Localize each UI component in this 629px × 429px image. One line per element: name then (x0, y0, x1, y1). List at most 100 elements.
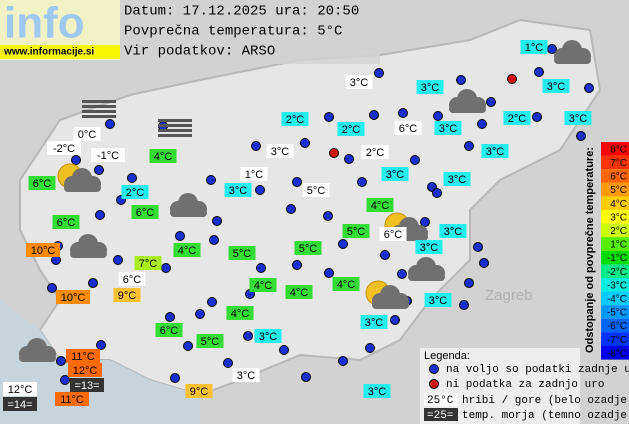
station-dot (532, 112, 542, 122)
station-dot (88, 278, 98, 288)
scale-label: -1°C (607, 253, 627, 264)
legend-text: na voljo so podatki zadnje ure (446, 364, 629, 376)
temp-label: =14= (7, 399, 32, 411)
scale-label: 8°C (610, 144, 627, 155)
station-dot (464, 278, 474, 288)
station-dot-missing (507, 74, 517, 84)
temp-label: 4°C (371, 200, 390, 212)
temp-label: 5°C (347, 226, 366, 238)
temp-label-bg (520, 40, 548, 54)
temp-label-bg (379, 227, 407, 241)
temp-label-bg (196, 334, 224, 348)
station-dot (486, 97, 496, 107)
temp-label: 6°C (57, 217, 76, 229)
cloud-part (554, 56, 591, 64)
temp-label: 3°C (448, 174, 467, 186)
fog-icon (158, 134, 192, 137)
temp-label: 3°C (386, 169, 405, 181)
temp-label: 3°C (271, 146, 290, 158)
temp-label-bg (424, 293, 452, 307)
temp-label-bg (342, 224, 370, 238)
temp-label: 4°C (254, 280, 273, 292)
station-dot (456, 75, 466, 85)
fog-icon (82, 100, 116, 103)
cloud-icon (70, 234, 107, 258)
station-dot (47, 283, 57, 293)
temp-label: 10°C (31, 245, 56, 257)
temp-label: 3°C (439, 123, 458, 135)
station-dot (175, 231, 185, 241)
temp-label-bg (52, 215, 80, 229)
scale-cell (601, 155, 629, 170)
temp-label-bg (439, 224, 467, 238)
temp-label-bg (149, 149, 177, 163)
station-dot (338, 356, 348, 366)
station-dot (584, 83, 594, 93)
temp-label: 2°C (286, 114, 305, 126)
temp-label: 3°C (421, 82, 440, 94)
legend-text: temp. morja (temno ozadje) (462, 410, 629, 422)
scale-label: 7°C (610, 158, 627, 169)
temp-label: -2°C (53, 143, 75, 155)
scale-cell (601, 169, 629, 183)
temp-label: 4°C (178, 245, 197, 257)
temp-label-bg (155, 323, 183, 337)
station-dot (338, 239, 348, 249)
temp-label: 12°C (73, 365, 98, 377)
date-line: Datum: 17.12.2025 ura: 20:50 (124, 4, 359, 20)
temp-label-bg (131, 205, 159, 219)
legend-sample (424, 393, 458, 406)
station-dot (390, 315, 400, 325)
temp-label: -1°C (97, 150, 119, 162)
temp-label: 5°C (201, 336, 220, 348)
station-dot (365, 343, 375, 353)
temp-label: 12°C (8, 384, 33, 396)
cloud-icon (372, 285, 409, 309)
source-line: Vir podatkov: ARSO (124, 44, 275, 60)
station-dot (324, 268, 334, 278)
scale-label: 5°C (610, 185, 627, 196)
scale-label: -4°C (607, 294, 627, 305)
station-dot (300, 138, 310, 148)
temp-label: 11°C (71, 351, 95, 363)
temp-label: 4°C (154, 151, 173, 163)
cloud-part (19, 354, 56, 362)
scale-cell (601, 318, 629, 333)
scale-cell (601, 264, 629, 278)
scale-label: 1°C (610, 240, 627, 251)
temp-label: 6°C (123, 274, 142, 286)
temp-label-bg (118, 272, 146, 286)
station-dot (410, 155, 420, 165)
temp-label-bg (3, 397, 37, 411)
temp-label: 2°C (508, 113, 527, 125)
station-dot (256, 263, 266, 273)
temp-label: 0°C (78, 129, 97, 141)
temp-label-bg (285, 285, 313, 299)
temp-label: 3°C (368, 386, 387, 398)
temp-label-bg (294, 241, 322, 255)
cloud-icon (170, 193, 207, 217)
scale-label: 6°C (610, 172, 627, 183)
temp-label-bg (254, 329, 282, 343)
header-bg (120, 0, 380, 64)
temp-label: 11°C (60, 394, 84, 406)
station-dot (473, 242, 483, 252)
temp-label-bg (232, 368, 260, 382)
station-dot (576, 131, 586, 141)
temp-label: 4°C (337, 279, 356, 291)
temp-label-bg (224, 183, 252, 197)
temp-label: 9°C (118, 290, 137, 302)
scale-label: -5°C (607, 308, 627, 319)
temp-label: 9°C (190, 386, 209, 398)
temp-label-bg (185, 384, 213, 398)
avg-line: Povprečna temperatura: 5°C (124, 24, 342, 40)
temp-label-bg (113, 288, 141, 302)
temp-label-bg (503, 111, 531, 125)
cloud-icon (554, 40, 591, 64)
station-dot (60, 375, 70, 385)
temp-label: 3°C (429, 295, 448, 307)
station-dot (398, 108, 408, 118)
temp-label-bg (332, 277, 360, 291)
temp-label: =13= (74, 380, 99, 392)
scale-cell (601, 278, 629, 292)
